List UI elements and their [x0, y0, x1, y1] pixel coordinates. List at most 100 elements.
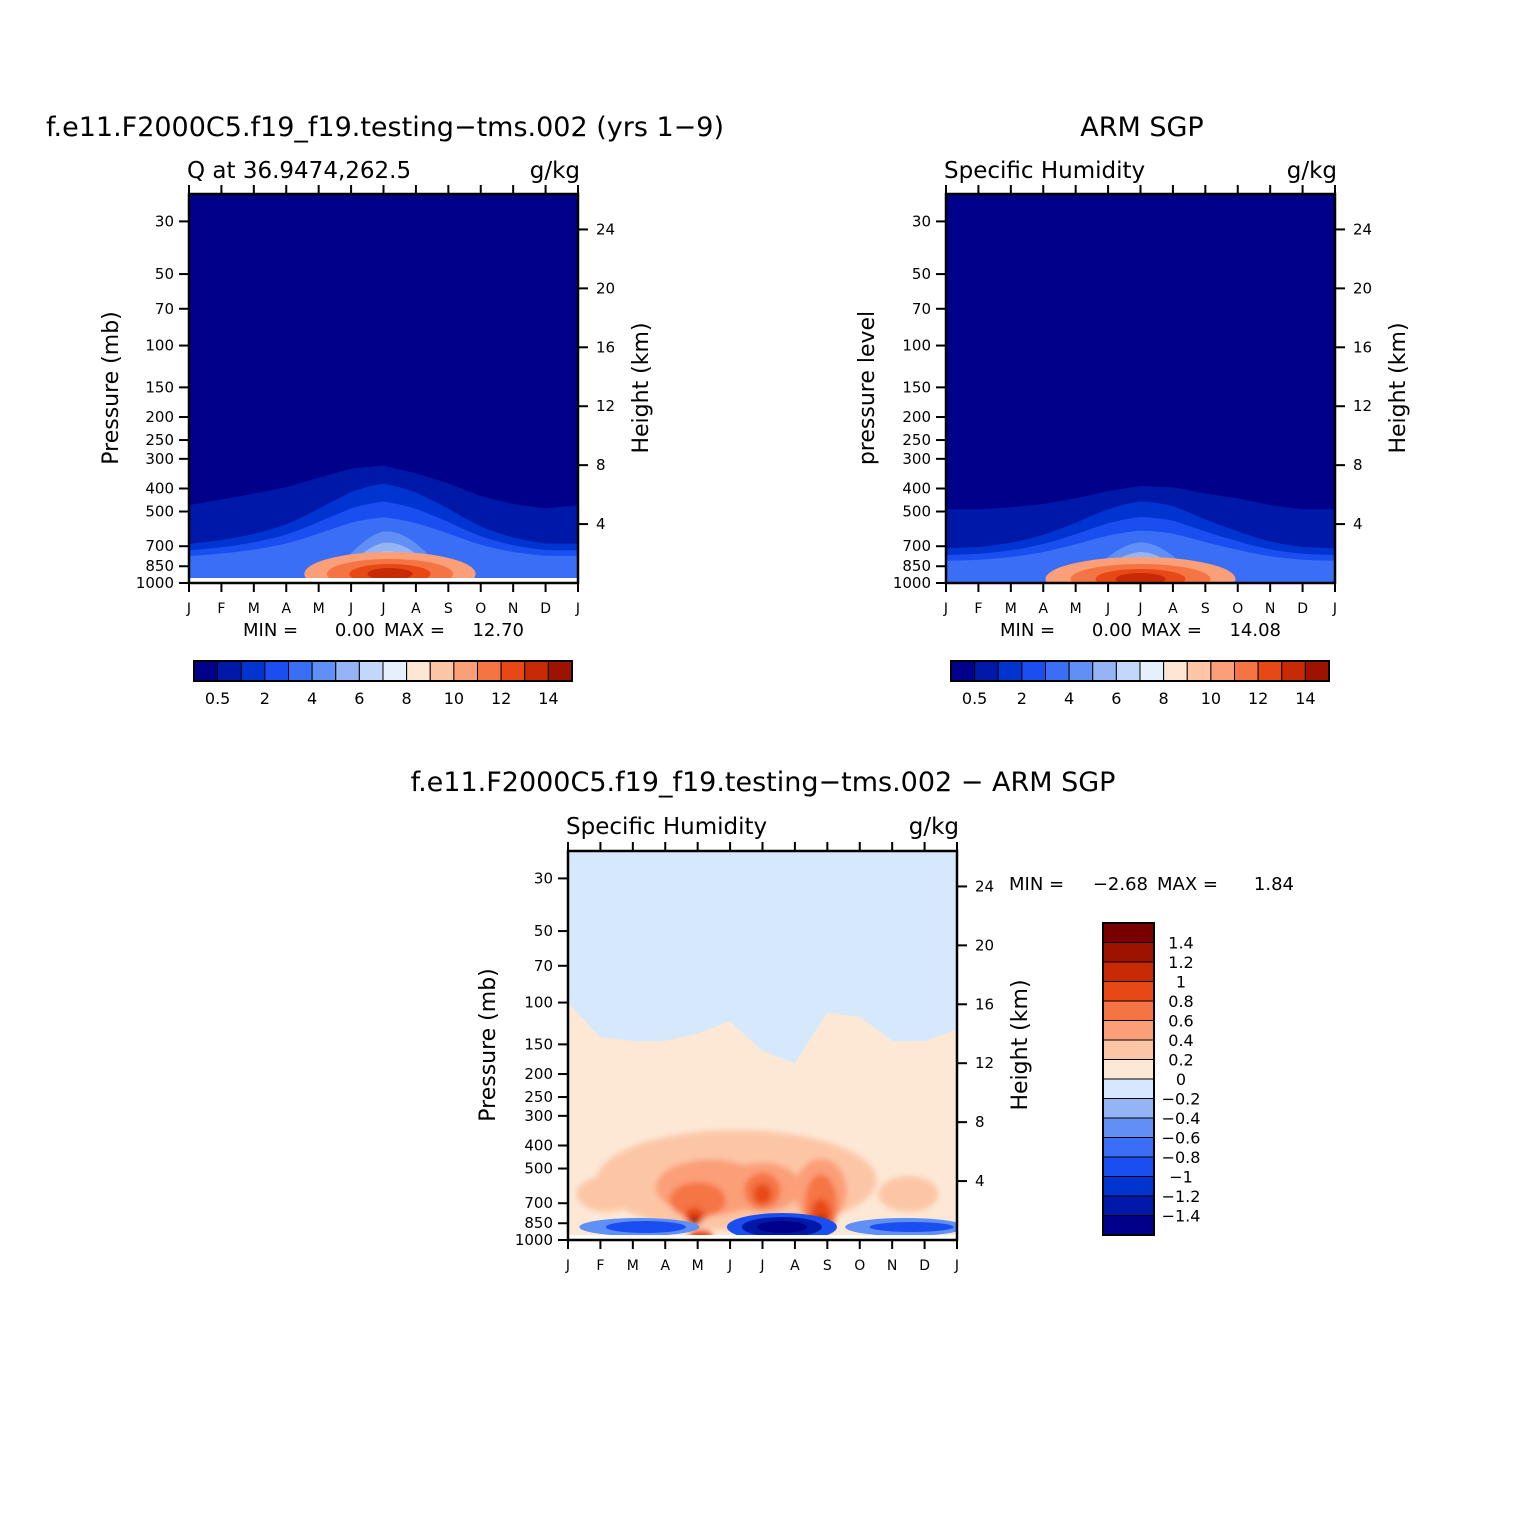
model-pressure-label: 70 — [155, 300, 174, 318]
model-colorbar-box — [477, 660, 502, 682]
model-month-label: A — [411, 601, 421, 617]
model-colorbar-label: 10 — [444, 689, 464, 708]
diff-title: f.e11.F2000C5.f19_f19.testing−tms.002 − … — [411, 767, 1116, 798]
model-height-label: 4 — [596, 515, 606, 533]
obs-month-label: A — [1038, 601, 1048, 617]
model-month-label: M — [248, 601, 260, 617]
model-surface-gap — [189, 578, 578, 583]
diff-colorbar-box — [1102, 1117, 1155, 1138]
model-colorbar-label: 8 — [402, 689, 412, 708]
diff-colorbar-box — [1102, 961, 1155, 982]
obs-month-label: M — [1005, 601, 1017, 617]
diff-colorbar-label: 0.6 — [1168, 1012, 1193, 1031]
model-stats: MIN = 0.00 MAX = 12.70 — [243, 620, 524, 641]
model-height-label: 20 — [596, 279, 615, 297]
model-height-label: 12 — [596, 397, 615, 415]
obs-core-band — [1115, 573, 1166, 583]
model-colorbar-box — [240, 660, 266, 682]
obs-height-label: 4 — [1353, 515, 1363, 533]
diff-month-label: J — [759, 1258, 764, 1274]
obs-max-label: MAX = — [1141, 620, 1202, 641]
diff-height-label: 12 — [975, 1054, 994, 1072]
diff-pressure-label: 200 — [524, 1065, 553, 1083]
diff-pressure-label: 100 — [524, 994, 553, 1012]
obs-colorbar-box — [1115, 660, 1141, 682]
diff-colorbar-box — [1102, 981, 1155, 1002]
obs-colorbar-label: 8 — [1159, 689, 1169, 708]
diff-colorbar-label: −1.2 — [1162, 1187, 1201, 1206]
obs-colorbar-box — [1139, 660, 1165, 682]
obs-pressure-label: 50 — [912, 265, 931, 283]
model-core-band — [367, 568, 413, 580]
obs-height-label: 8 — [1353, 456, 1363, 474]
obs-colorbar-box — [1045, 660, 1070, 682]
diff-ylabel: Pressure (mb) — [476, 968, 501, 1122]
diff-colorbar-box — [1102, 1176, 1155, 1197]
model-colorbar-label: 6 — [354, 689, 364, 708]
model-colorbar-box — [264, 660, 289, 682]
diff-colorbar-label: −1 — [1169, 1168, 1193, 1187]
diff-positive-band — [669, 1182, 726, 1219]
diff-negative-band — [605, 1221, 686, 1233]
model-height-label: 16 — [596, 338, 615, 356]
obs-month-label: S — [1201, 601, 1210, 617]
diff-negative-band — [869, 1222, 954, 1232]
diff-colorbar-box — [1102, 1059, 1155, 1080]
obs-colorbar-box — [1068, 660, 1094, 682]
model-pressure-label: 100 — [145, 337, 174, 355]
obs-colorbar-box — [1304, 660, 1330, 682]
obs-colorbar-label: 14 — [1295, 689, 1315, 708]
diff-month-label: A — [790, 1258, 800, 1274]
diff-pressure-label: 150 — [524, 1035, 553, 1053]
obs-title: ARM SGP — [1080, 112, 1203, 143]
obs-min-value: 0.00 — [1092, 620, 1132, 641]
model-month-label: A — [281, 601, 291, 617]
diff-colorbar-frame — [1102, 922, 1155, 1236]
diff-colorbar-label: 1.2 — [1168, 953, 1193, 972]
panel-model: f.e11.F2000C5.f19_f19.testing−tms.002 (y… — [46, 112, 724, 708]
diff-month-label: M — [692, 1258, 704, 1274]
obs-pressure-label: 400 — [902, 480, 931, 498]
diff-colorbar: 1.41.210.80.60.40.20−0.2−0.4−0.6−0.8−1−1… — [1102, 922, 1201, 1236]
obs-colorbar-frame — [950, 660, 1330, 682]
diff-height-label: 20 — [975, 936, 994, 954]
model-colorbar-label: 4 — [307, 689, 317, 708]
model-pressure-label: 30 — [155, 212, 174, 230]
model-colorbar-box — [547, 660, 573, 682]
model-pressure-label: 1000 — [136, 574, 174, 592]
diff-positive-bands — [576, 1130, 939, 1240]
diff-month-label: N — [887, 1258, 897, 1274]
obs-colorbar-label: 12 — [1248, 689, 1268, 708]
diff-month-label: O — [854, 1258, 865, 1274]
diff-month-label: J — [565, 1258, 570, 1274]
diff-pressure-label: 30 — [534, 869, 553, 887]
model-month-label: J — [348, 601, 353, 617]
diff-pressure-label: 50 — [534, 922, 553, 940]
diff-colorbar-box — [1102, 1039, 1155, 1060]
diff-y2label: Height (km) — [1008, 979, 1033, 1110]
obs-pressure-label: 100 — [902, 337, 931, 355]
obs-month-label: N — [1265, 601, 1275, 617]
model-month-label: J — [380, 601, 385, 617]
model-colorbar-box — [193, 660, 219, 682]
obs-ylabel: pressure level — [855, 311, 880, 465]
obs-month-label: J — [1137, 601, 1142, 617]
model-pressure-label: 400 — [145, 480, 174, 498]
obs-colorbar-box — [1092, 660, 1117, 682]
diff-positive-band — [684, 1207, 705, 1224]
diff-colorbar-label: 0.8 — [1168, 992, 1193, 1011]
diff-colorbar-label: −0.4 — [1162, 1109, 1201, 1128]
diff-colorbar-box — [1102, 942, 1155, 963]
obs-pressure-label: 30 — [912, 212, 931, 230]
model-colorbar-box — [335, 660, 360, 682]
diff-colorbar-label: −0.6 — [1162, 1129, 1201, 1148]
diff-colorbar-box — [1102, 1156, 1155, 1177]
model-max-label: MAX = — [384, 620, 445, 641]
model-colorbar-box — [382, 660, 408, 682]
diff-left-label: Specific Humidity — [566, 814, 767, 840]
obs-colorbar-box — [997, 660, 1023, 682]
model-height-label: 24 — [596, 220, 615, 238]
obs-height-label: 24 — [1353, 220, 1372, 238]
